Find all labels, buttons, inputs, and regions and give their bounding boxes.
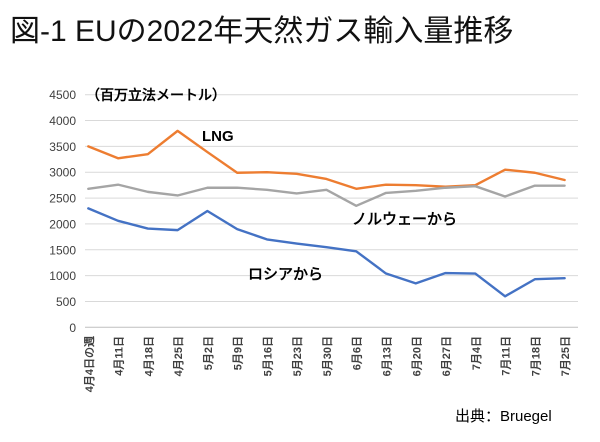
series-label-norway: ノルウェーから (352, 211, 457, 228)
x-tick-label: 4月18日 (142, 336, 155, 376)
x-tick-label: 5月9日 (232, 336, 245, 370)
series-line-russia (87, 207, 566, 298)
source-credit: 出典：Bruegel (455, 408, 552, 425)
x-tick-label: 7月4日 (470, 336, 483, 370)
series-label-russia: ロシアから (248, 266, 323, 283)
x-tick-label: 6月13日 (381, 336, 394, 376)
x-tick-label: 7月18日 (529, 336, 542, 376)
x-tick-label: 7月11日 (500, 336, 513, 376)
series-line-norway (87, 183, 566, 208)
x-tick-label: 5月23日 (291, 336, 304, 376)
x-tick-label: 5月30日 (321, 336, 334, 376)
y-tick-label: 500 (56, 295, 76, 309)
x-tick-label: 4月11日 (113, 336, 126, 376)
y-tick-label: 4000 (49, 114, 76, 128)
x-tick-label: 5月2日 (202, 336, 215, 370)
y-tick-label: 0 (69, 321, 76, 335)
x-tick-label: 5月16日 (261, 336, 274, 376)
series-line-lng (87, 129, 566, 190)
y-axis-unit-label: （百万立法メートル） (86, 87, 226, 103)
x-tick-label: 7月25日 (559, 336, 572, 376)
y-tick-label: 1000 (49, 269, 76, 283)
chart-title: 図-1 EUの2022年天然ガス輸入量推移 (10, 15, 514, 48)
y-tick-label: 2000 (49, 217, 76, 231)
y-tick-label: 3000 (49, 166, 76, 180)
y-tick-label: 1500 (49, 243, 76, 257)
y-tick-label: 4500 (49, 88, 76, 102)
y-tick-label: 2500 (49, 192, 76, 206)
y-tick-label: 3500 (49, 140, 76, 154)
x-tick-label: 6月20日 (410, 336, 423, 376)
x-tick-label: 6月27日 (440, 336, 453, 376)
x-tick-label: 6月6日 (351, 336, 364, 370)
series-label-lng: LNG (202, 128, 234, 145)
x-tick-label: 4月25日 (172, 336, 185, 376)
x-tick-label: 4月4日の週 (82, 336, 96, 392)
